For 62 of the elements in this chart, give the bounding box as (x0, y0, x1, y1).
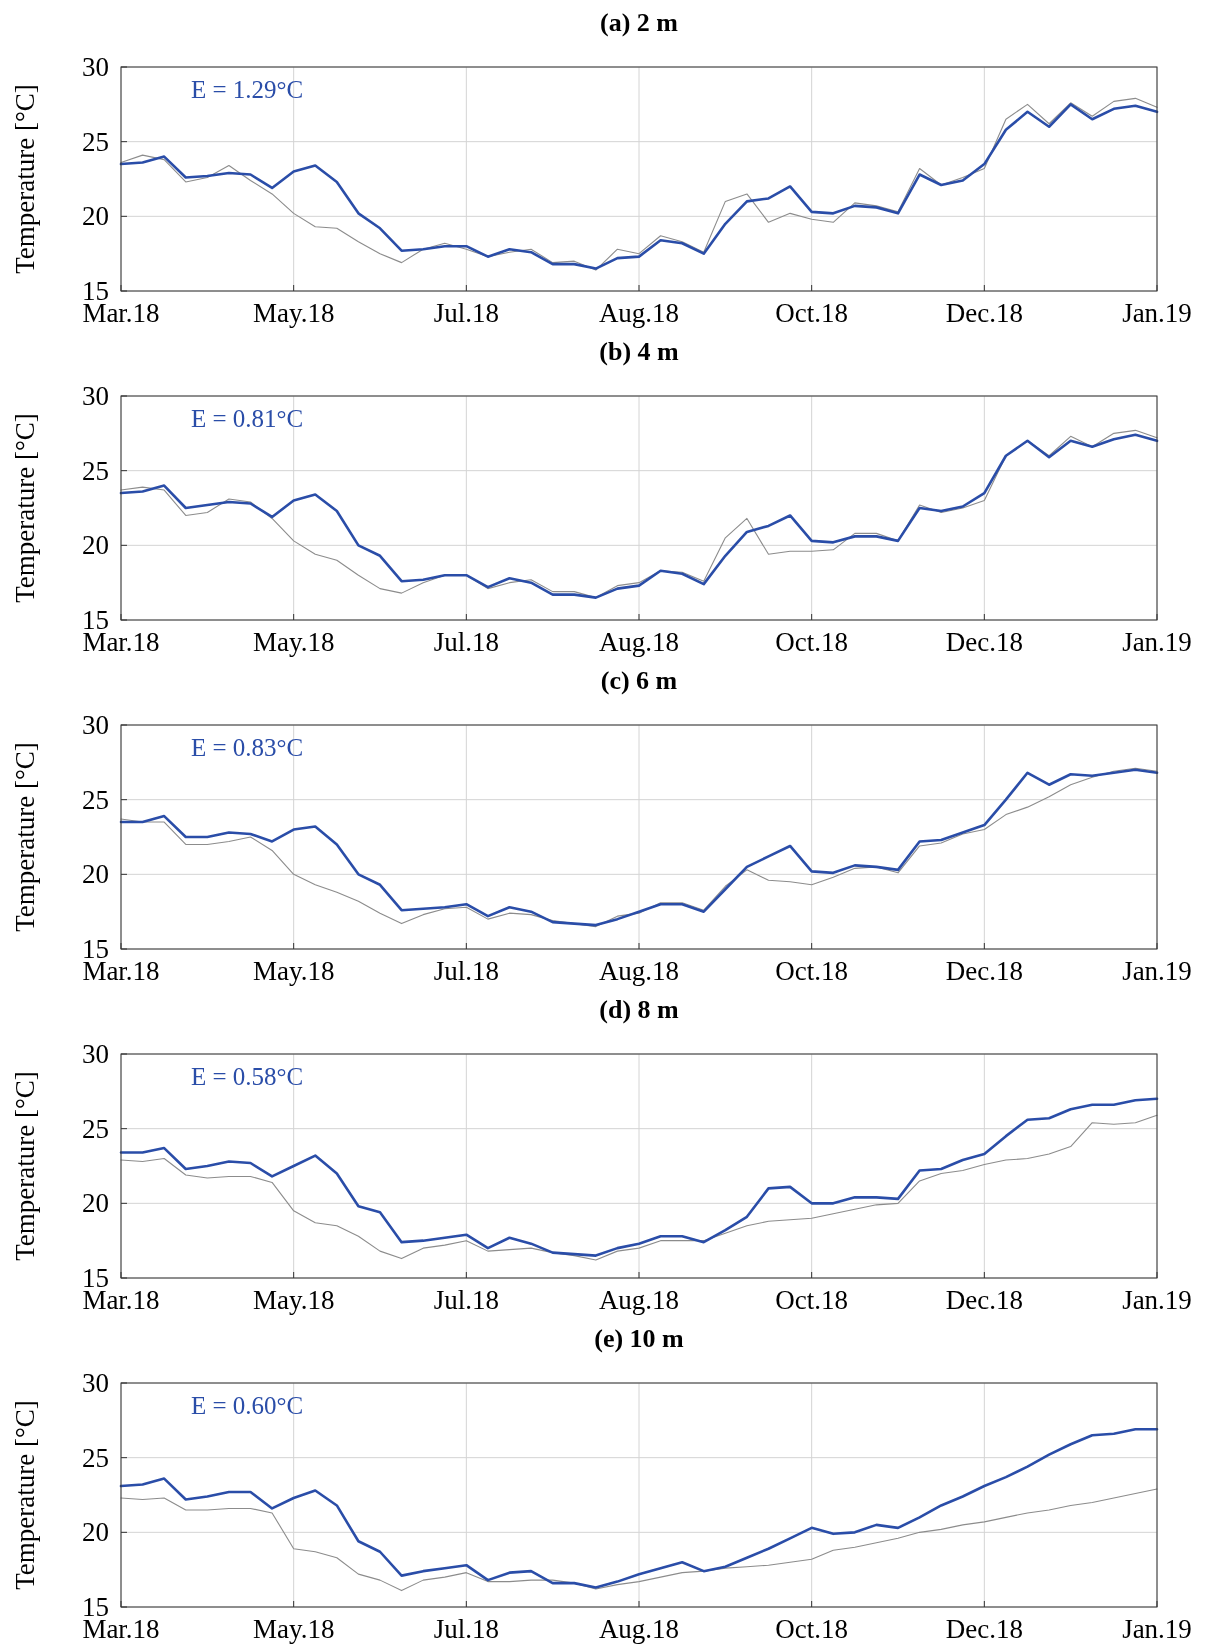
x-tick-label: Oct.18 (775, 298, 849, 328)
x-tick-label: Jul.18 (433, 627, 499, 657)
chart-title: (e) 10 m (594, 1324, 685, 1353)
y-axis-title: Temperature [°C] (10, 1400, 40, 1590)
x-tick-label: Jan.19 (1122, 298, 1192, 328)
x-tick-label: Dec.18 (945, 1285, 1023, 1315)
annotation: E = 0.58°C (191, 1063, 304, 1090)
y-tick-label: 20 (82, 530, 109, 561)
annotation: E = 0.81°C (191, 405, 304, 432)
y-tick-label: 20 (82, 1517, 109, 1548)
x-tick-label: Jan.19 (1122, 1285, 1192, 1315)
y-tick-label: 25 (82, 1113, 109, 1144)
chart-title: (b) 4 m (599, 337, 680, 366)
x-tick-label: Oct.18 (775, 1614, 849, 1644)
x-tick-label: Dec.18 (945, 627, 1023, 657)
y-tick-label: 25 (82, 126, 109, 157)
x-tick-label: Jan.19 (1122, 1614, 1192, 1644)
y-tick-label: 30 (82, 710, 109, 740)
y-tick-label: 30 (82, 381, 109, 411)
line-series (120, 1488, 1158, 1592)
y-tick-label: 30 (82, 52, 109, 82)
x-tick-label: Dec.18 (945, 1614, 1023, 1644)
x-tick-label: Jul.18 (433, 298, 499, 328)
y-tick-label: 20 (82, 201, 109, 232)
y-tick-label: 30 (82, 1368, 109, 1398)
x-tick-label: May.18 (252, 1285, 335, 1315)
x-tick-label: May.18 (252, 298, 335, 328)
x-tick-label: Jan.19 (1122, 627, 1192, 657)
y-tick-label: 25 (82, 455, 109, 486)
x-tick-label: Aug.18 (598, 956, 680, 986)
x-tick-label: Oct.18 (775, 1285, 849, 1315)
y-tick-label: 30 (82, 1039, 109, 1069)
annotation: E = 1.29°C (191, 76, 304, 103)
x-tick-label: Aug.18 (598, 627, 680, 657)
x-tick-label: Dec.18 (945, 956, 1023, 986)
x-tick-label: Jan.19 (1122, 956, 1192, 986)
chart-title: (d) 8 m (599, 995, 680, 1024)
y-axis-title: Temperature [°C] (10, 413, 40, 603)
annotation: E = 0.83°C (191, 734, 304, 761)
x-tick-label: Jul.18 (433, 1614, 499, 1644)
y-tick-label: 25 (82, 1442, 109, 1473)
x-tick-label: Aug.18 (598, 1614, 680, 1644)
y-tick-label: 20 (82, 1188, 109, 1219)
y-axis-title: Temperature [°C] (10, 742, 40, 932)
chart-title: (a) 2 m (600, 8, 679, 37)
y-axis-title: Temperature [°C] (10, 84, 40, 274)
x-tick-label: Jul.18 (433, 1285, 499, 1315)
x-tick-label: Oct.18 (775, 627, 849, 657)
annotation: E = 0.60°C (191, 1392, 304, 1419)
x-tick-label: Aug.18 (598, 1285, 680, 1315)
y-tick-label: 20 (82, 859, 109, 890)
y-tick-label: 25 (82, 784, 109, 815)
x-tick-label: May.18 (252, 1614, 335, 1644)
chart-title: (c) 6 m (600, 666, 678, 695)
line-series (119, 1427, 1159, 1589)
x-tick-label: Dec.18 (945, 298, 1023, 328)
x-tick-label: May.18 (252, 627, 335, 657)
x-tick-label: Oct.18 (775, 956, 849, 986)
x-tick-label: May.18 (252, 956, 335, 986)
y-axis-title: Temperature [°C] (10, 1071, 40, 1261)
x-tick-label: Aug.18 (598, 298, 680, 328)
x-tick-label: Jul.18 (433, 956, 499, 986)
